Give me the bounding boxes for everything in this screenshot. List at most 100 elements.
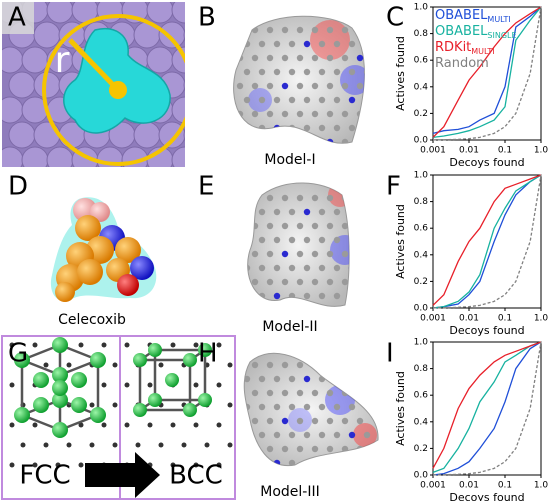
pharmacophore-point bbox=[326, 26, 334, 34]
pharmacophore-point bbox=[237, 279, 243, 285]
pharmacophore-point bbox=[348, 292, 350, 300]
pharmacophore-point bbox=[251, 222, 259, 230]
charge-patch bbox=[325, 385, 355, 415]
pharmacophore-point bbox=[348, 375, 356, 383]
pharmacophore-point bbox=[281, 389, 289, 397]
pharmacophore-point bbox=[251, 194, 259, 202]
pharmacophore-point bbox=[243, 96, 251, 104]
pharmacophore-point bbox=[288, 124, 296, 132]
panel-g-image: FCC BCC bbox=[1, 335, 236, 500]
x-tick-label: 0.1 bbox=[498, 481, 512, 491]
pharmacophore-point bbox=[341, 54, 349, 62]
y-tick-label: 0.4 bbox=[414, 417, 429, 427]
pharmacophore-point bbox=[326, 389, 334, 397]
y-tick-label: 0.0 bbox=[414, 471, 429, 481]
model-caption: Model-III bbox=[260, 484, 319, 500]
pharmacophore-point bbox=[273, 68, 281, 76]
pharmacophore-point bbox=[281, 222, 289, 230]
pharmacophore-point bbox=[333, 459, 341, 466]
radius-label: r bbox=[55, 40, 70, 81]
panel-d-image: Celecoxib bbox=[50, 197, 157, 328]
y-tick-label: 1.0 bbox=[414, 171, 429, 181]
y-tick-label: 0.2 bbox=[414, 109, 428, 119]
pharmacophore-point bbox=[273, 403, 281, 411]
pharmacophore-point bbox=[348, 264, 350, 272]
series-line bbox=[432, 174, 542, 309]
pharmacophore-point bbox=[243, 124, 251, 132]
legend-entry: OBABELMULTI bbox=[435, 8, 511, 24]
pharmacophore-point bbox=[237, 223, 243, 229]
pharmacophore-point bbox=[296, 417, 304, 425]
pharmacophore-point bbox=[251, 54, 259, 62]
pharmacophore-point bbox=[296, 222, 304, 230]
pharmacophore-point bbox=[266, 222, 274, 230]
pharmacophore-point bbox=[266, 54, 274, 62]
pharmacophore-point bbox=[318, 96, 326, 104]
pharmacophore-point bbox=[237, 362, 243, 368]
pharmacophore-point bbox=[318, 124, 326, 132]
pharmacophore-point bbox=[341, 138, 349, 144]
charge-patch bbox=[340, 65, 365, 95]
pharmacophore-point bbox=[318, 431, 326, 439]
pharmacophore-point bbox=[311, 278, 319, 286]
y-tick-label: 0.2 bbox=[414, 277, 428, 287]
pharmacophore-point bbox=[236, 110, 244, 118]
pharmacophore-point bbox=[296, 110, 304, 118]
pharmacophore-point bbox=[273, 124, 281, 132]
pharmacophore-point bbox=[288, 236, 296, 244]
pharmacophore-point bbox=[318, 208, 326, 216]
pharmacophore-point bbox=[311, 110, 319, 118]
pharmacophore-point bbox=[252, 307, 258, 313]
pharmacophore-point bbox=[341, 110, 349, 118]
pharmacophore-point bbox=[356, 54, 364, 62]
pharmacophore-point bbox=[247, 264, 251, 272]
pharmacophore-point bbox=[288, 292, 296, 300]
panel-label: G bbox=[8, 339, 28, 369]
series-line bbox=[432, 174, 542, 306]
y-tick-label: 0.6 bbox=[414, 224, 429, 234]
pharmacophore-point bbox=[236, 26, 244, 34]
pharmacophore-point bbox=[296, 26, 304, 34]
panel-a-image: r bbox=[2, 2, 185, 167]
x-axis-label: Decoys found bbox=[449, 491, 524, 501]
pharmacophore-point bbox=[318, 403, 326, 411]
panel-label: A bbox=[8, 3, 26, 33]
pharmacophore-point bbox=[236, 82, 244, 90]
x-tick-label: 0.001 bbox=[420, 146, 446, 156]
pharmacophore-point bbox=[311, 26, 319, 34]
pharmacophore-point bbox=[251, 389, 259, 397]
y-axis-label: Actives found bbox=[394, 36, 407, 111]
pharmacophore-point bbox=[357, 279, 363, 285]
pharmacophore-point bbox=[281, 278, 289, 286]
pharmacophore-point bbox=[341, 389, 349, 397]
pharmacophore-point bbox=[288, 431, 296, 439]
pharmacophore-point bbox=[363, 459, 371, 466]
pharmacophore-point bbox=[341, 222, 349, 230]
chart: 0.001 0.01 0.1 1.0 0.0 0.2 0.4 0.6 0.8 1.0 Decoys … bbox=[394, 3, 548, 170]
pharmacophore-point bbox=[236, 54, 244, 62]
pharmacophore-point bbox=[326, 82, 334, 90]
pharmacophore-point bbox=[303, 96, 311, 104]
pharmacophore-point bbox=[247, 292, 251, 300]
panel-label: E bbox=[198, 172, 214, 202]
pharmacophore-point bbox=[258, 403, 266, 411]
chart: 0.001 0.01 0.1 1.0 0.0 0.2 0.4 0.6 0.8 1.0 Decoys … bbox=[394, 171, 548, 338]
legend-name: OBABEL bbox=[435, 24, 488, 39]
pharmacophore-point bbox=[281, 26, 289, 34]
pharmacophore-point bbox=[288, 40, 296, 48]
pharmacophore-point bbox=[364, 237, 370, 243]
y-tick-label: 1.0 bbox=[414, 338, 429, 348]
pharmacophore-point bbox=[266, 361, 274, 369]
model-caption: Model-II bbox=[262, 319, 317, 335]
pharmacophore-point bbox=[363, 124, 365, 132]
pharmacophore-point bbox=[296, 138, 304, 144]
pharmacophore-point bbox=[247, 208, 251, 216]
pharmacophore-point bbox=[251, 278, 259, 286]
pharmacophore-point bbox=[364, 265, 370, 271]
pharmacophore-point bbox=[273, 375, 281, 383]
pharmacophore-point bbox=[266, 278, 274, 286]
pharmacophore-point bbox=[318, 292, 326, 300]
pharmacophore-point bbox=[357, 223, 363, 229]
pharmacophore-point bbox=[327, 307, 333, 313]
pharmacophore-point bbox=[236, 138, 244, 144]
